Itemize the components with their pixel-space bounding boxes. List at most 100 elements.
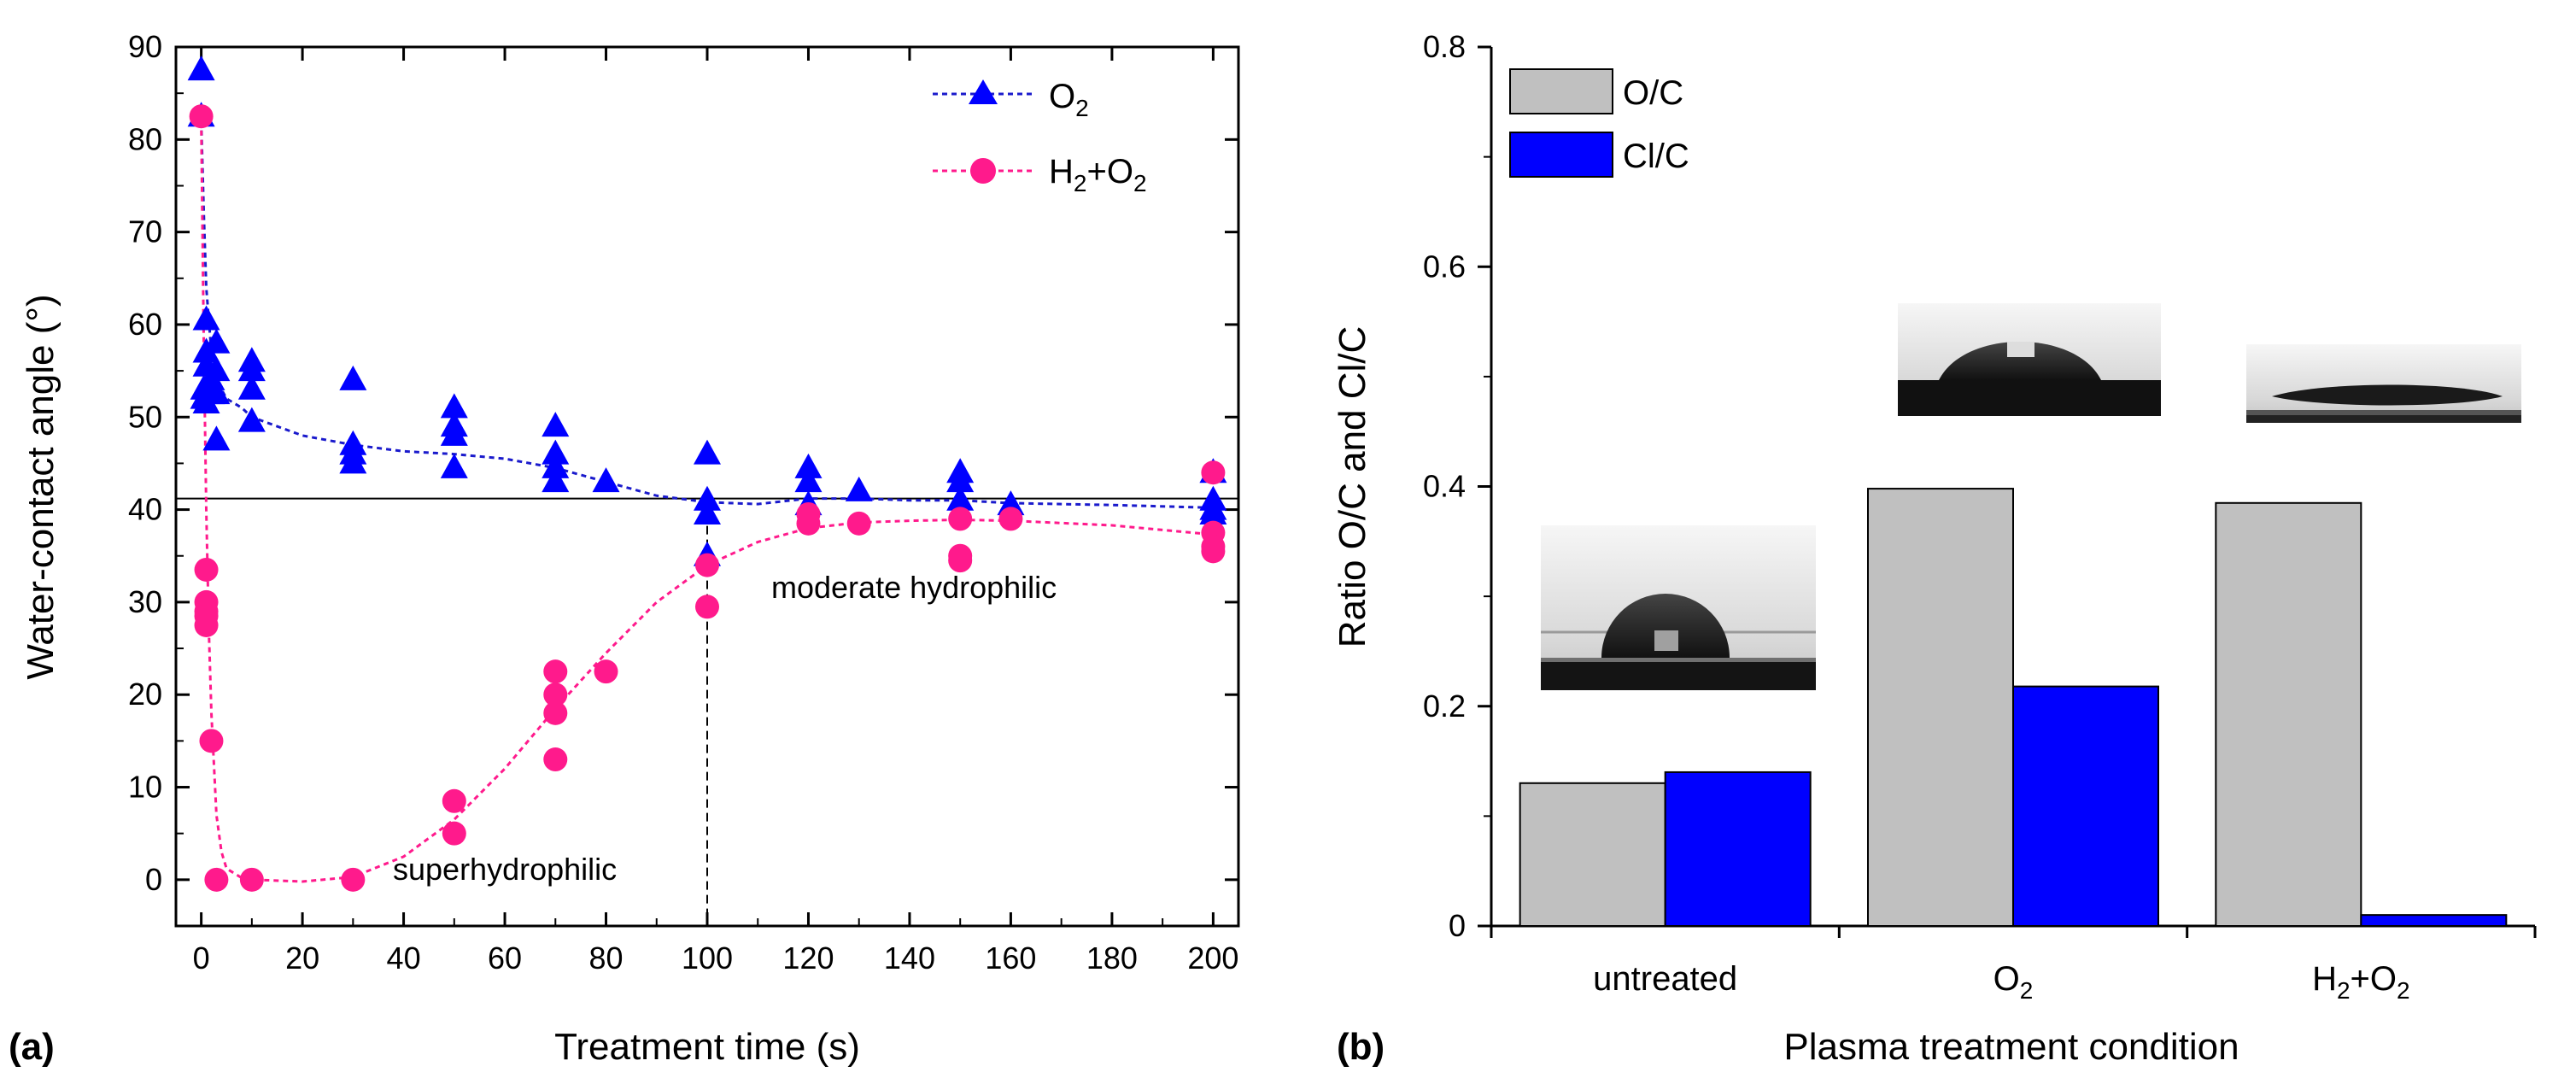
legend-clc-swatch [1509,132,1613,178]
o2-data-point [946,467,975,493]
legend-clc-label: Cl/C [1623,138,1689,175]
o2-data-point [694,499,721,524]
panel-a-x-axis: 0 20 40 60 80 100 120 140 160 180 200 [193,47,1238,976]
legend-o2-marker [969,79,998,104]
h2o2-data-point [998,507,1023,531]
h2o2-data-point [948,507,973,531]
bar-oc-o2 [1867,488,2014,927]
x-tick-label: 100 [682,940,733,976]
h2o2-data-point [199,729,224,753]
h2o2-data-point [846,511,871,536]
o2-data-point [794,467,823,493]
bar-oc-untreated [1519,782,1666,927]
o2-data-point [592,467,620,493]
o2-data-point [946,485,975,511]
x-tick-label: 40 [387,940,421,976]
o2-data-point [440,420,468,446]
x-tick-label: 0 [193,940,210,976]
legend-h2o2-marker [970,158,996,184]
b-y-tick-label: 0.4 [1423,469,1466,504]
panel-a-fit-curves [200,120,1214,883]
annotation-moderate-hydrophilic: moderate hydrophilic [771,570,1057,605]
h2o2-data-point [442,821,466,846]
h2o2-data-point [543,747,568,772]
x-tick-label: 200 [1187,940,1238,976]
h2o2-data-point [442,788,466,813]
x-tick-label: 180 [1086,940,1138,976]
panel-b-legend: O/C Cl/C [1509,68,1689,178]
panel-b-label: (b) [1337,1026,1385,1068]
droplet-photo-o2 [1898,303,2161,416]
h2o2-data-point [194,612,219,637]
o2-data-point [542,467,570,493]
b-y-tick-label: 0 [1449,908,1466,943]
o2-data-point [339,365,367,390]
panel-a-y-axis: 0 10 20 30 40 50 60 70 80 90 [128,29,1238,897]
o2-data-point [237,356,266,382]
b-y-tick-label: 0.6 [1423,249,1466,284]
panel-b-x-title: Plasma treatment condition [1783,1026,2239,1068]
legend-oc-swatch [1509,68,1613,114]
b-y-tick-label: 0.8 [1423,29,1466,64]
o2-data-point [542,453,570,478]
b-y-tick-label: 0.2 [1423,688,1466,724]
bar-clc-o2 [2012,685,2159,927]
y-tick-label: 10 [128,770,162,805]
annotation-superhydrophilic: superhydrophilic [393,852,617,887]
y-tick-label: 60 [128,307,162,342]
o2-data-point [794,453,823,478]
b-x-tick-label: H2+O2 [2312,960,2410,1004]
droplet-photo-untreated [1541,525,1816,690]
panel-b-x-ticks: untreated O2 H2+O2 [1490,926,2537,1004]
panel-a-data-points [187,56,1227,892]
y-tick-label: 20 [128,677,162,712]
o2-data-point [202,328,231,354]
o2-data-point [202,356,231,382]
o2-data-point [237,407,266,432]
y-tick-label: 90 [128,29,162,64]
panel-a: 0 10 20 30 40 50 60 70 80 90 0 20 40 60 80 100 120 140 16… [9,29,1240,1068]
x-tick-label: 160 [985,940,1036,976]
y-tick-label: 30 [128,584,162,619]
panel-a-x-title: Treatment time (s) [554,1026,860,1068]
h2o2-data-point [543,700,568,725]
o2-data-point [845,476,873,501]
droplet-photo-h2o2 [2246,344,2521,423]
o2-data-point [440,393,468,419]
o2-data-point [542,412,570,437]
x-tick-label: 140 [884,940,935,976]
h2o2-data-point [796,511,821,536]
y-tick-label: 0 [145,862,162,897]
o2-data-point [202,425,231,451]
bar-clc-untreated [1664,771,1812,927]
o2-data-point [440,453,468,478]
x-tick-label: 60 [488,940,522,976]
o2-data-point [237,374,266,400]
h2o2-data-point [594,659,618,684]
panel-a-label: (a) [9,1026,55,1068]
legend-o2-label: O2 [1049,78,1089,121]
x-tick-label: 20 [285,940,319,976]
o2-data-point [694,439,721,465]
panel-b-y-ticks: 0 0.2 0.4 0.6 0.8 [1423,29,1491,943]
o2-data-point [339,448,367,474]
h2o2-data-point [695,553,719,577]
o2-data-point [997,490,1025,516]
x-tick-label: 120 [782,940,834,976]
y-tick-label: 70 [128,214,162,249]
y-tick-label: 50 [128,399,162,434]
y-tick-label: 40 [128,492,162,527]
y-tick-label: 80 [128,121,162,156]
panel-b-bars [1519,488,2508,927]
h2o2-data-point [204,867,229,892]
fit-curve-o2 [200,120,1214,509]
o2-data-point [542,439,570,465]
h2o2-data-point [194,557,219,582]
panel-b: 00.20.40.60.8 untreated O2 H2+O2 O/ [1332,29,2537,1068]
h2o2-data-point [189,104,214,129]
h2o2-data-point [948,548,973,573]
o2-data-point [192,305,220,331]
b-x-tick-label: untreated [1593,960,1737,998]
h2o2-data-point [341,867,366,892]
